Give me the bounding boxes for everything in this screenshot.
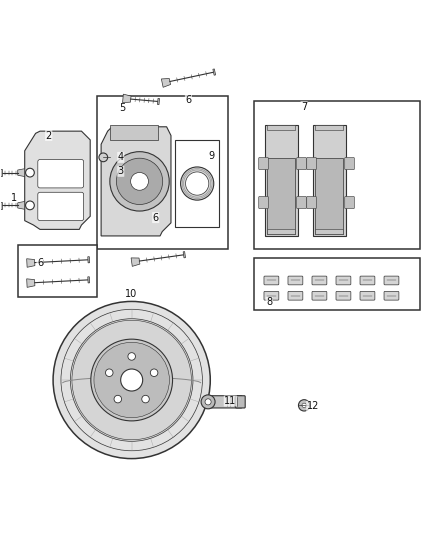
- Bar: [18, 245, 97, 297]
- Circle shape: [302, 403, 306, 408]
- Polygon shape: [131, 258, 140, 266]
- Bar: [97, 96, 228, 249]
- FancyBboxPatch shape: [288, 292, 303, 300]
- Circle shape: [110, 152, 169, 211]
- FancyBboxPatch shape: [384, 292, 399, 300]
- FancyBboxPatch shape: [259, 197, 268, 208]
- Polygon shape: [88, 257, 90, 263]
- Ellipse shape: [123, 375, 140, 385]
- Text: 7: 7: [301, 102, 307, 112]
- FancyBboxPatch shape: [264, 292, 279, 300]
- Circle shape: [99, 153, 108, 161]
- FancyBboxPatch shape: [345, 197, 354, 208]
- Circle shape: [142, 395, 149, 403]
- FancyBboxPatch shape: [312, 292, 327, 300]
- Bar: [254, 101, 420, 249]
- Polygon shape: [88, 277, 90, 283]
- Text: 6: 6: [37, 259, 43, 269]
- Circle shape: [205, 399, 211, 405]
- Circle shape: [128, 353, 135, 360]
- Text: 4: 4: [118, 152, 124, 163]
- Text: 8: 8: [266, 297, 272, 308]
- Circle shape: [201, 395, 215, 409]
- Polygon shape: [183, 252, 186, 258]
- Polygon shape: [27, 279, 35, 287]
- Circle shape: [91, 339, 173, 421]
- Text: 6: 6: [152, 213, 159, 223]
- FancyBboxPatch shape: [345, 157, 354, 169]
- FancyBboxPatch shape: [312, 276, 327, 285]
- Bar: [254, 258, 420, 310]
- FancyBboxPatch shape: [288, 276, 303, 285]
- Bar: [315, 158, 343, 234]
- FancyBboxPatch shape: [38, 159, 84, 188]
- FancyBboxPatch shape: [336, 292, 351, 300]
- Polygon shape: [27, 259, 35, 267]
- Polygon shape: [158, 99, 159, 104]
- Circle shape: [114, 395, 122, 403]
- Text: 12: 12: [307, 401, 319, 411]
- Bar: [315, 125, 343, 130]
- Bar: [267, 158, 295, 234]
- Text: 9: 9: [208, 151, 214, 161]
- Circle shape: [25, 168, 34, 177]
- Circle shape: [131, 173, 148, 190]
- Polygon shape: [18, 169, 25, 176]
- Circle shape: [53, 302, 210, 458]
- FancyBboxPatch shape: [259, 157, 268, 169]
- FancyBboxPatch shape: [206, 395, 243, 408]
- Circle shape: [298, 400, 310, 411]
- Bar: [265, 125, 297, 236]
- Circle shape: [150, 369, 158, 376]
- FancyBboxPatch shape: [336, 276, 351, 285]
- Text: 3: 3: [118, 166, 124, 176]
- FancyBboxPatch shape: [264, 276, 279, 285]
- Polygon shape: [110, 125, 158, 140]
- FancyBboxPatch shape: [307, 157, 316, 169]
- Polygon shape: [25, 131, 90, 229]
- Circle shape: [121, 369, 143, 391]
- Bar: [175, 140, 219, 227]
- Text: 5: 5: [119, 103, 125, 114]
- Polygon shape: [123, 94, 131, 103]
- Circle shape: [186, 172, 209, 195]
- Bar: [267, 125, 295, 130]
- Circle shape: [72, 320, 191, 440]
- FancyBboxPatch shape: [236, 395, 245, 408]
- Polygon shape: [161, 78, 170, 87]
- Text: 11: 11: [224, 396, 237, 406]
- Circle shape: [71, 319, 193, 441]
- Bar: [313, 125, 346, 236]
- FancyBboxPatch shape: [297, 157, 306, 169]
- FancyBboxPatch shape: [384, 276, 399, 285]
- Polygon shape: [18, 201, 25, 209]
- Polygon shape: [213, 69, 215, 75]
- Bar: [267, 229, 295, 234]
- Circle shape: [117, 158, 162, 205]
- Polygon shape: [0, 169, 3, 176]
- Polygon shape: [101, 127, 171, 236]
- Text: 10: 10: [125, 288, 137, 298]
- Text: 2: 2: [46, 131, 52, 141]
- Text: 6: 6: [185, 95, 191, 104]
- FancyBboxPatch shape: [307, 197, 316, 208]
- FancyBboxPatch shape: [360, 276, 375, 285]
- FancyBboxPatch shape: [360, 292, 375, 300]
- FancyBboxPatch shape: [297, 197, 306, 208]
- Circle shape: [94, 342, 170, 418]
- Circle shape: [180, 167, 214, 200]
- Circle shape: [106, 369, 113, 376]
- Bar: [315, 229, 343, 234]
- FancyBboxPatch shape: [38, 192, 84, 221]
- Text: 1: 1: [11, 192, 17, 203]
- Circle shape: [25, 201, 34, 210]
- Polygon shape: [0, 202, 3, 208]
